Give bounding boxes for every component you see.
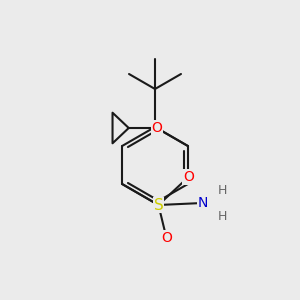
Text: H: H — [218, 184, 227, 197]
Text: N: N — [197, 196, 208, 210]
Text: H: H — [218, 211, 227, 224]
Text: O: O — [161, 231, 172, 245]
Text: O: O — [151, 121, 162, 135]
Text: S: S — [154, 197, 163, 212]
Text: O: O — [183, 170, 194, 184]
